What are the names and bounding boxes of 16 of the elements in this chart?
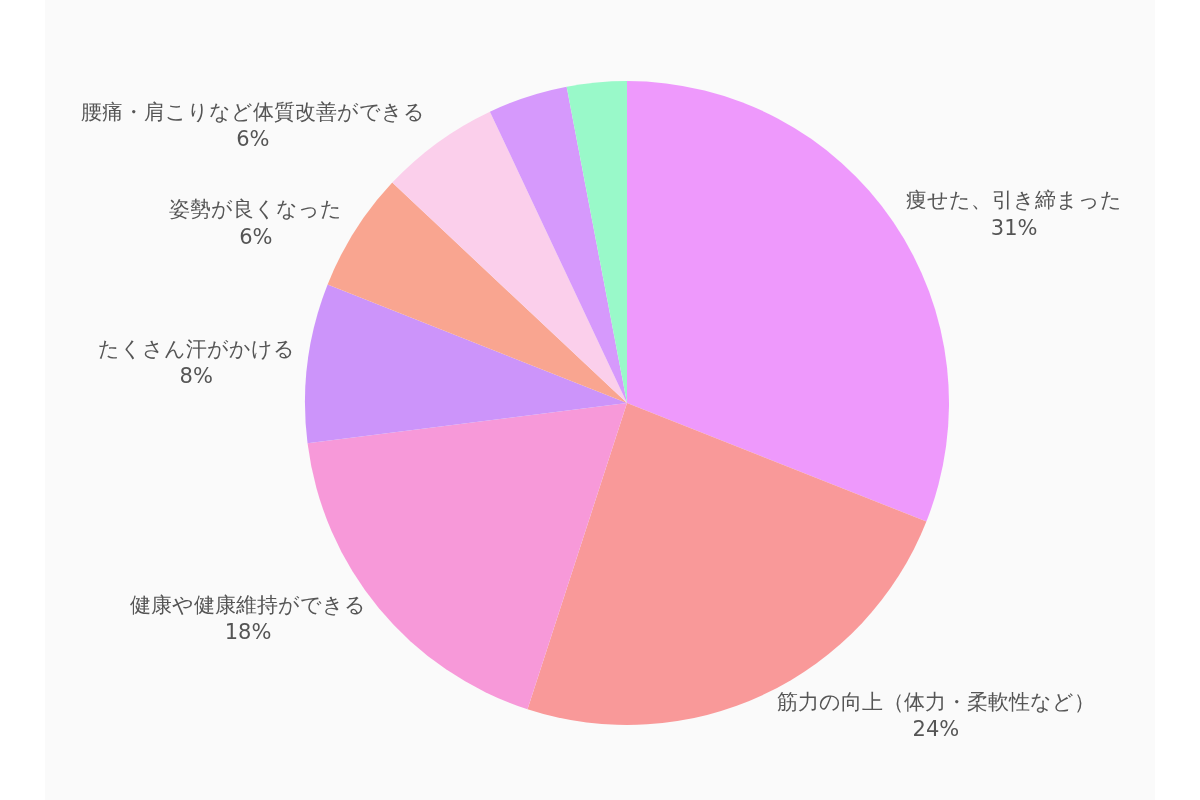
- data-label: 6%: [236, 127, 270, 152]
- data-label: 6%: [239, 224, 273, 249]
- pie-slice: [305, 284, 627, 444]
- slice-label: 健康や健康維持ができる: [130, 593, 367, 618]
- slice-label: たくさん汗がかける: [97, 336, 295, 361]
- pie-slice: [489, 86, 627, 403]
- pie-slice: [566, 81, 627, 403]
- slice-label: 筋力の向上（体力・柔軟性など）: [776, 689, 1095, 714]
- data-label: 8%: [179, 363, 213, 388]
- slice-label: 痩せた、引き締まった: [906, 188, 1123, 213]
- pie-slice: [627, 81, 949, 522]
- data-label: 24%: [912, 717, 960, 741]
- slice-label: 姿勢が良くなった: [169, 197, 343, 222]
- slice-label: 腰痛・肩こりなど体質改善ができる: [80, 100, 425, 125]
- data-label: 18%: [224, 620, 272, 645]
- data-label: 31%: [990, 215, 1038, 240]
